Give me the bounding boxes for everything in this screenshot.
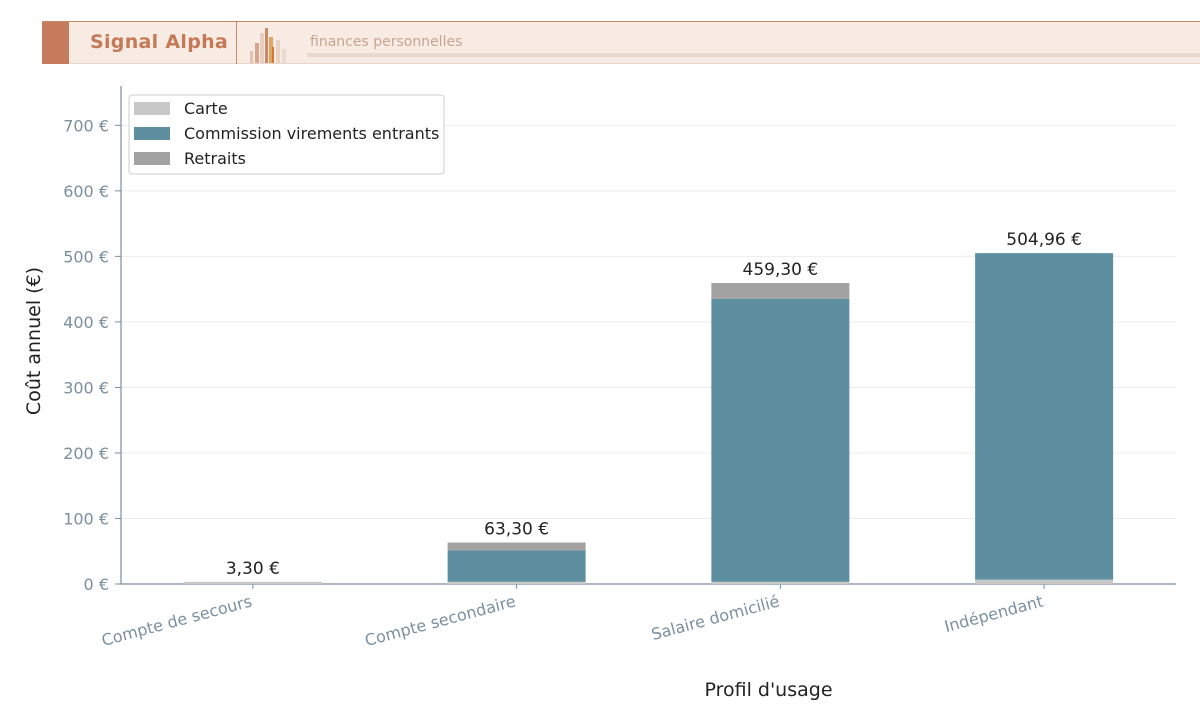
legend-swatch [134,152,170,165]
y-tick-label: 300 € [63,378,109,397]
x-tick-label: Salaire domicilié [649,592,781,644]
bar-segment [711,581,850,584]
bar-segment [183,581,322,584]
bar-segment [447,542,586,551]
y-tick-label: 600 € [63,182,109,201]
legend-label: Commission virements entrants [184,124,439,143]
y-tick-label: 700 € [63,116,109,135]
header-separator [236,22,237,64]
x-tick-label: Compte secondaire [363,592,518,651]
y-tick-label: 200 € [63,444,109,463]
bar-total-label: 3,30 € [226,559,280,579]
legend-label: Carte [184,99,228,118]
bar-total-label: 459,30 € [743,260,819,280]
legend-swatch [134,127,170,140]
y-tick-label: 400 € [63,313,109,332]
legend-box [128,94,445,175]
y-tick-label: 500 € [63,247,109,266]
x-tick-label: Indépendant [942,592,1045,637]
bar-segment [711,283,850,299]
header-banner: Signal Alpha finances personnelles [42,21,1200,64]
tagline-underline [307,53,1200,57]
brand-color-block [42,22,69,64]
bar-segment [711,298,850,582]
y-axis-title: Coût annuel (€) [23,267,45,415]
bar-segment [975,579,1114,584]
bar-segment [447,581,586,584]
bar-total-label: 63,30 € [484,520,549,540]
bar-total-label: 504,96 € [1006,230,1082,250]
bar-segment [975,253,1114,580]
legend-label: Retraits [184,149,246,168]
legend-swatch [134,102,170,115]
bar-chart-logo-icon [250,28,286,63]
y-tick-label: 0 € [84,575,109,594]
brand-title: Signal Alpha [90,31,229,53]
x-axis-title: Profil d'usage [704,679,832,701]
x-tick-label: Compte de secours [99,592,253,650]
y-tick-label: 100 € [63,509,109,528]
bar-segment [447,550,586,582]
brand-tagline: finances personnelles [310,34,463,50]
